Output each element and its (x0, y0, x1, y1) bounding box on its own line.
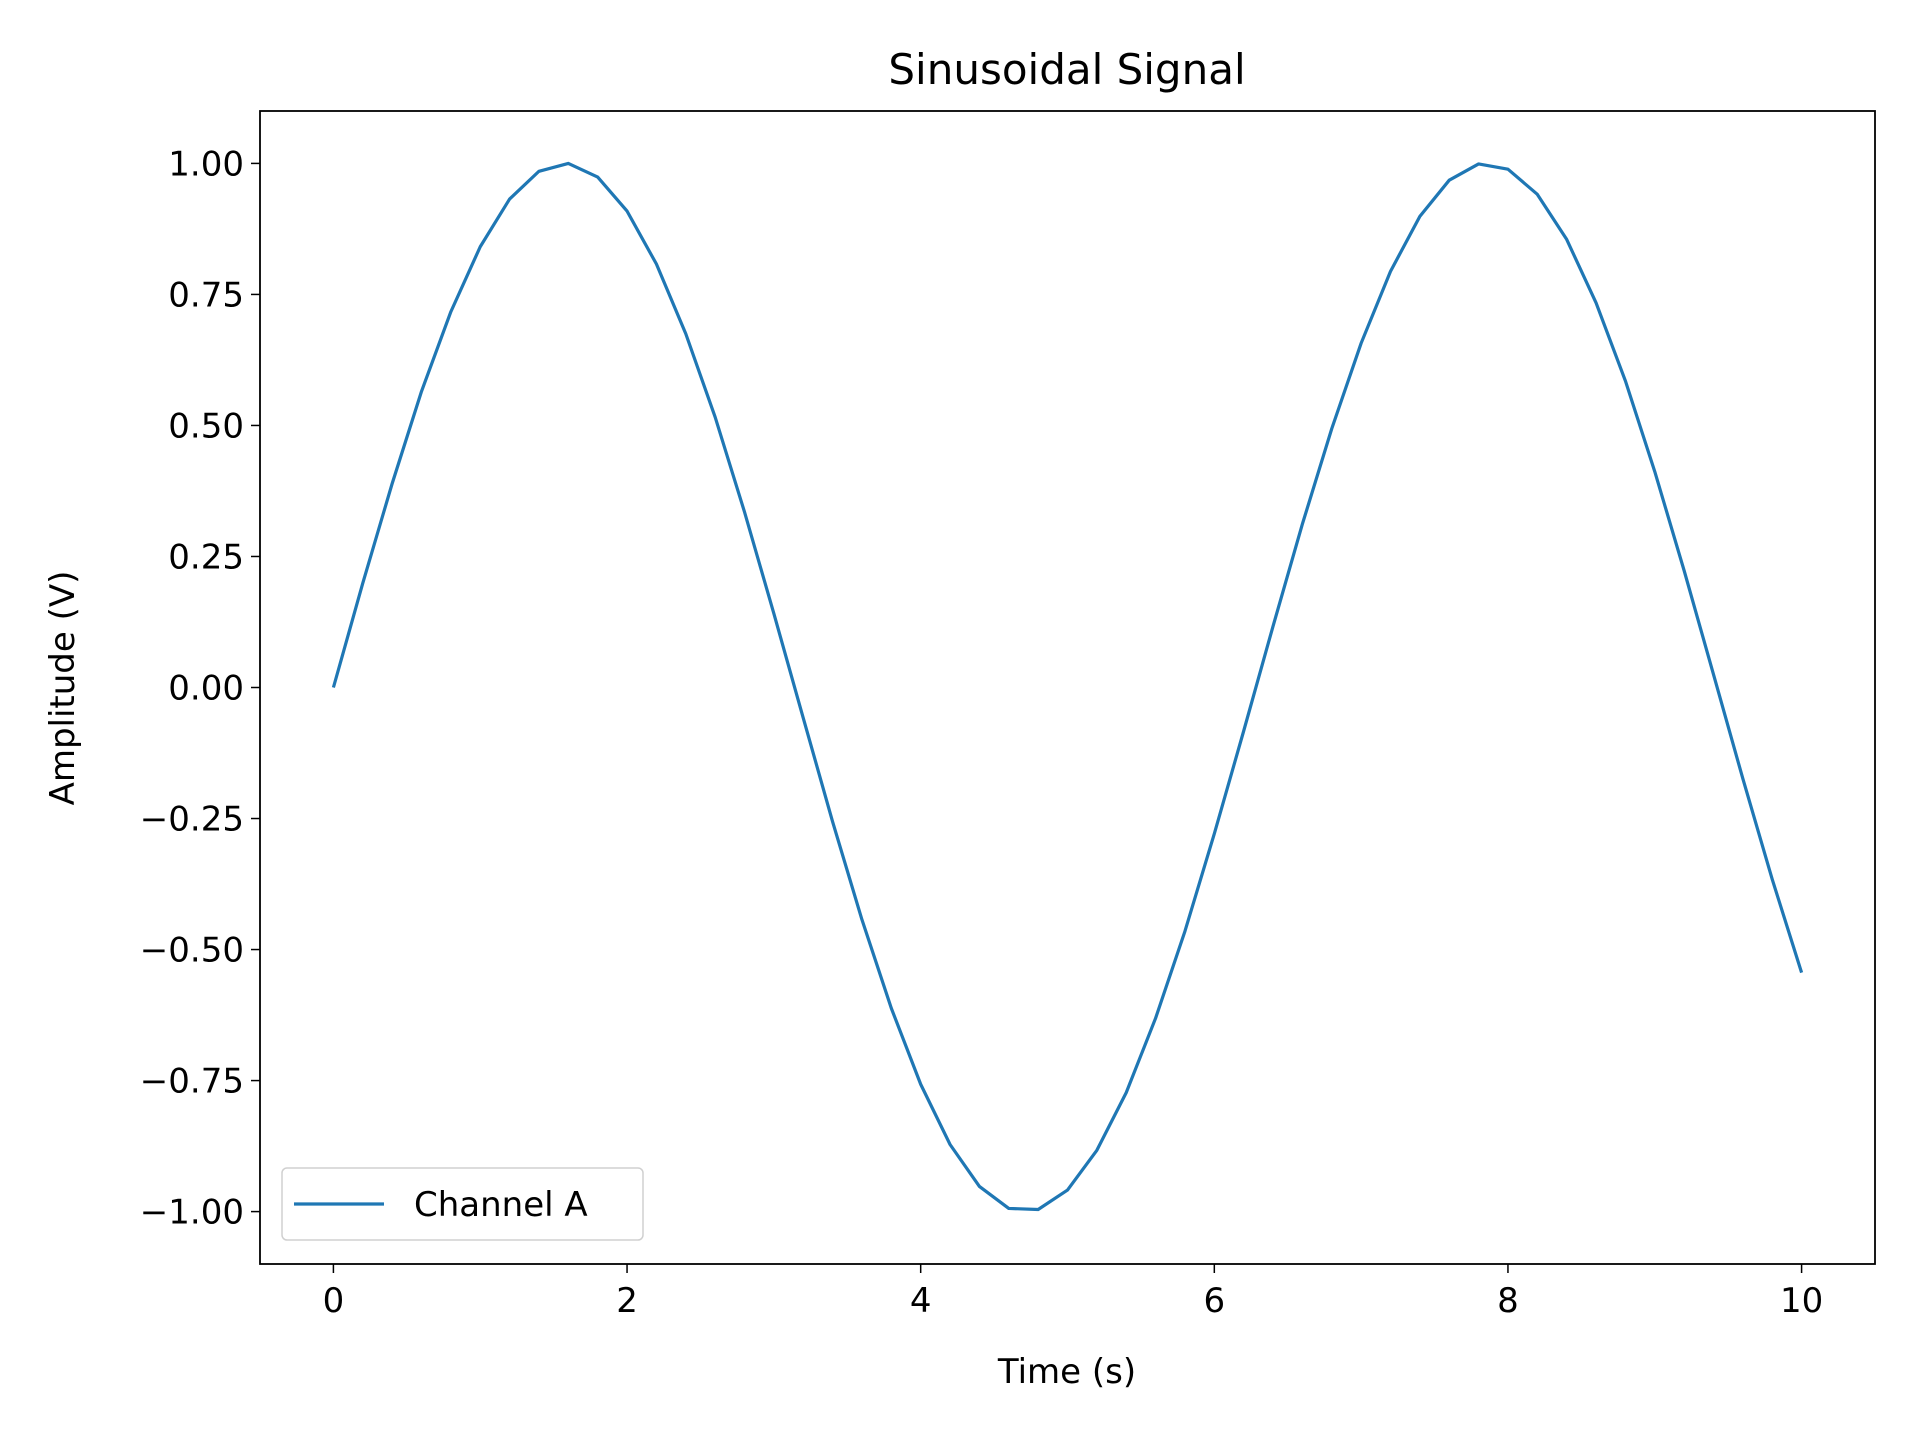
x-tick-label: 2 (616, 1281, 638, 1321)
legend-label: Channel A (414, 1185, 588, 1225)
plot-frame (259, 110, 1876, 1265)
x-tick-label: 6 (1203, 1281, 1225, 1321)
legend-box (281, 1167, 644, 1241)
y-tick-label: 0.50 (168, 406, 244, 446)
chart-title: Sinusoidal Signal (888, 45, 1245, 94)
y-tick-label: 0.75 (168, 275, 244, 315)
x-tick-label: 0 (323, 1281, 345, 1321)
x-tick-label: 4 (910, 1281, 932, 1321)
y-tick-label: −1.00 (140, 1193, 244, 1233)
y-tick-label: −0.50 (140, 931, 244, 971)
line-series (331, 161, 1804, 1212)
x-tick-label: 10 (1780, 1281, 1823, 1321)
x-axis-label: Time (s) (997, 1352, 1136, 1392)
y-tick-label: 1.00 (168, 144, 244, 184)
y-tick-label: 0.25 (168, 537, 244, 577)
y-tick-label: 0.00 (168, 669, 244, 709)
y-axis-label: Amplitude (V) (43, 571, 83, 806)
y-tick-label: −0.25 (140, 800, 244, 840)
y-tick-label: −0.75 (140, 1062, 244, 1102)
x-tick-label: 8 (1497, 1281, 1519, 1321)
